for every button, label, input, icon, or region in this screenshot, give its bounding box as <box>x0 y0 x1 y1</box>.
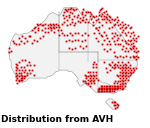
Text: Distribution from AVH: Distribution from AVH <box>1 115 113 124</box>
Polygon shape <box>9 8 138 94</box>
Polygon shape <box>105 99 118 110</box>
